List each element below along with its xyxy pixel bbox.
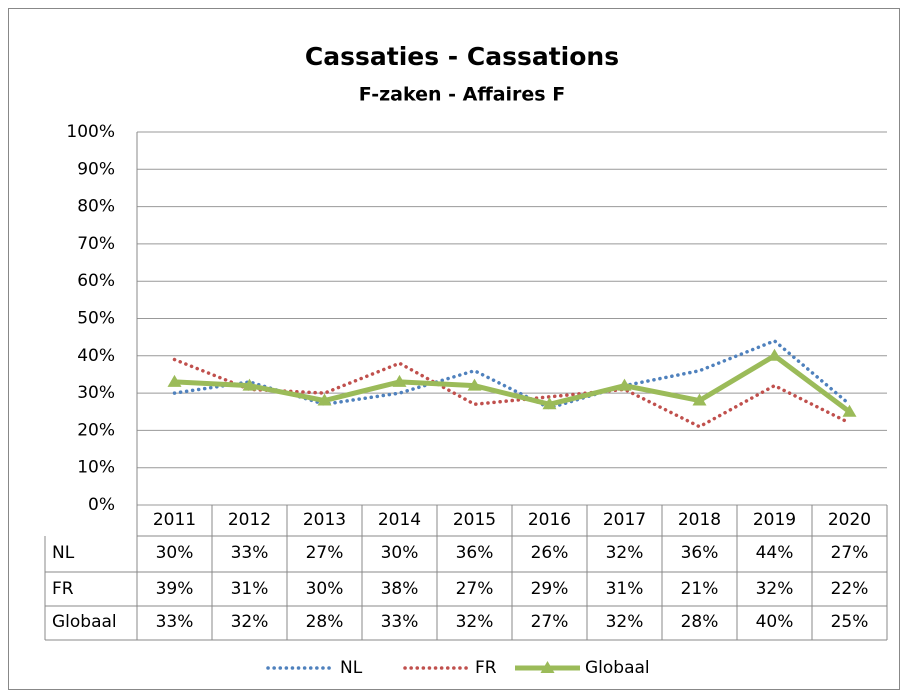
x-tick-label: 2017	[603, 510, 646, 530]
x-tick-label: 2018	[678, 510, 721, 530]
table-value: 22%	[831, 579, 869, 599]
table-value: 33%	[156, 612, 194, 632]
x-tick-label: 2016	[528, 510, 571, 530]
table-value: 21%	[681, 579, 719, 599]
series-marker	[692, 393, 707, 406]
series-marker	[317, 393, 332, 406]
series-marker	[167, 374, 182, 387]
y-tick-label: 30%	[77, 383, 115, 403]
table-value: 26%	[531, 543, 569, 563]
x-tick-label: 2012	[228, 510, 271, 530]
x-tick-label: 2013	[303, 510, 346, 530]
series-marker	[767, 348, 782, 361]
y-tick-label: 70%	[77, 234, 115, 254]
series-marker	[392, 374, 407, 387]
table-value: 32%	[606, 543, 644, 563]
y-tick-label: 90%	[77, 159, 115, 179]
legend-label: Globaal	[585, 658, 650, 678]
series-marker	[542, 397, 557, 410]
table-value: 40%	[756, 612, 794, 632]
table-value: 27%	[531, 612, 569, 632]
x-tick-label: 2020	[828, 510, 871, 530]
table-value: 30%	[381, 543, 419, 563]
table-value: 36%	[681, 543, 719, 563]
table-row-label: FR	[52, 579, 74, 599]
table-value: 29%	[531, 579, 569, 599]
table-value: 44%	[756, 543, 794, 563]
table-row-label: Globaal	[52, 612, 117, 632]
table-value: 28%	[306, 612, 344, 632]
table-value: 32%	[756, 579, 794, 599]
series-line	[172, 357, 852, 429]
table-value: 27%	[831, 543, 869, 563]
table-value: 31%	[231, 579, 269, 599]
table-value: 38%	[381, 579, 419, 599]
legend-label: FR	[475, 658, 497, 678]
chart-subtitle: F-zaken - Affaires F	[359, 84, 565, 106]
x-tick-label: 2011	[153, 510, 196, 530]
y-tick-label: 20%	[77, 420, 115, 440]
series-marker	[467, 378, 482, 391]
table-value: 30%	[306, 579, 344, 599]
table-value: 27%	[306, 543, 344, 563]
x-tick-label: 2015	[453, 510, 496, 530]
table-value: 32%	[456, 612, 494, 632]
x-tick-label: 2019	[753, 510, 796, 530]
table-row-label: NL	[52, 543, 75, 563]
chart-title: Cassaties - Cassations	[305, 42, 619, 71]
table-value: 27%	[456, 579, 494, 599]
table-value: 36%	[456, 543, 494, 563]
legend-label: NL	[340, 658, 363, 678]
y-tick-label: 10%	[77, 458, 115, 478]
y-tick-label: 100%	[66, 122, 115, 142]
x-tick-label: 2014	[378, 510, 421, 530]
series-marker	[842, 404, 857, 417]
table-value: 39%	[156, 579, 194, 599]
table-value: 28%	[681, 612, 719, 632]
table-value: 31%	[606, 579, 644, 599]
legend-marker	[540, 661, 555, 673]
table-value: 33%	[231, 543, 269, 563]
series-marker	[617, 378, 632, 391]
series-line	[174, 353, 851, 414]
table-value: 25%	[831, 612, 869, 632]
table-value: 32%	[231, 612, 269, 632]
series-marker	[242, 378, 257, 391]
table-value: 33%	[381, 612, 419, 632]
y-tick-label: 80%	[77, 197, 115, 217]
y-tick-label: 50%	[77, 309, 115, 329]
y-tick-label: 40%	[77, 346, 115, 366]
table-value: 32%	[606, 612, 644, 632]
table-value: 30%	[156, 543, 194, 563]
y-tick-label: 0%	[88, 495, 115, 515]
y-tick-label: 60%	[77, 271, 115, 291]
